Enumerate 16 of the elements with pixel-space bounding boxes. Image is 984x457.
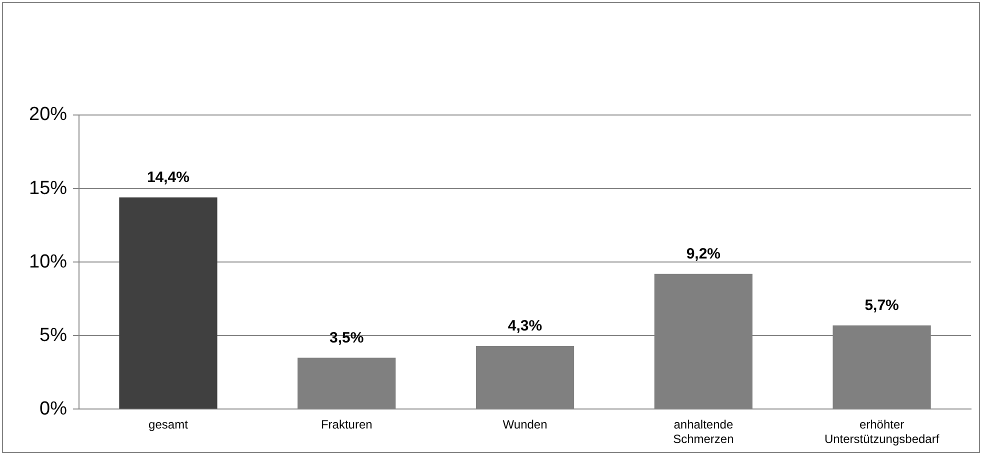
data-label: 9,2%: [686, 246, 721, 263]
x-tick-label: Frakturen: [320, 418, 372, 432]
y-tick-label: 10%: [28, 251, 68, 272]
x-tick-label: gesamt: [148, 418, 189, 432]
x-tick-label: Wunden: [502, 418, 548, 432]
y-tick-label: 0%: [40, 398, 68, 420]
bar: [119, 197, 218, 409]
x-tick-label: erhöhter Unterstützungsbedarf: [824, 418, 940, 446]
data-label: 5,7%: [864, 296, 899, 314]
data-label: 4,3%: [508, 318, 542, 335]
data-label: 3,5%: [330, 329, 364, 346]
y-tick-label: 15%: [28, 178, 68, 199]
y-tick-label: 5%: [40, 324, 68, 346]
y-tick-label: 20%: [28, 104, 68, 126]
x-tick-label: anhaltende Schmerzen: [673, 418, 734, 446]
data-label: 14,4%: [146, 169, 190, 186]
